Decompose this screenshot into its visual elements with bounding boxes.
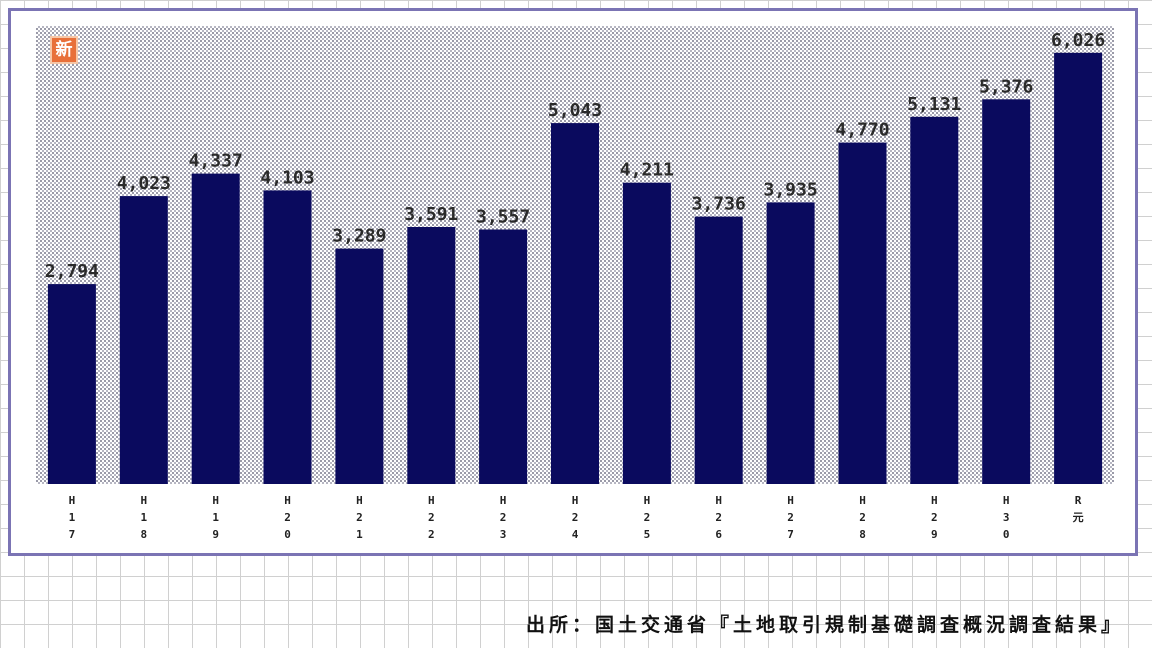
bar (551, 123, 599, 484)
value-label: 4,103 (260, 167, 314, 188)
bar (622, 182, 671, 484)
value-label: 3,557 (476, 207, 530, 228)
bar (191, 173, 240, 484)
bar (694, 216, 743, 484)
value-label: 5,043 (548, 100, 602, 121)
bar (335, 248, 384, 484)
bar (47, 284, 96, 484)
value-label: 4,211 (620, 160, 674, 181)
bar (910, 116, 959, 485)
value-label: 5,376 (979, 76, 1033, 97)
bar (479, 229, 528, 484)
value-label: 3,289 (332, 226, 386, 247)
new-badge: 新 (50, 36, 78, 64)
value-label: 5,131 (907, 94, 961, 115)
value-label: 3,935 (764, 179, 818, 200)
bar (838, 142, 887, 484)
value-label: 4,337 (189, 151, 243, 172)
bar (407, 227, 456, 484)
value-label: 2,794 (45, 261, 99, 282)
bar (766, 202, 815, 484)
bar (263, 190, 312, 484)
value-label: 3,736 (692, 194, 746, 215)
bar (982, 99, 1031, 485)
value-label: 3,591 (404, 204, 458, 225)
bar (119, 196, 168, 484)
source-note: 出所：国土交通省『土地取引規制基礎調査概況調査結果』 (525, 614, 1124, 636)
value-label: 6,026 (1051, 30, 1105, 51)
bar (1054, 52, 1103, 485)
value-label: 4,023 (117, 173, 171, 194)
value-label: 4,770 (835, 120, 889, 141)
